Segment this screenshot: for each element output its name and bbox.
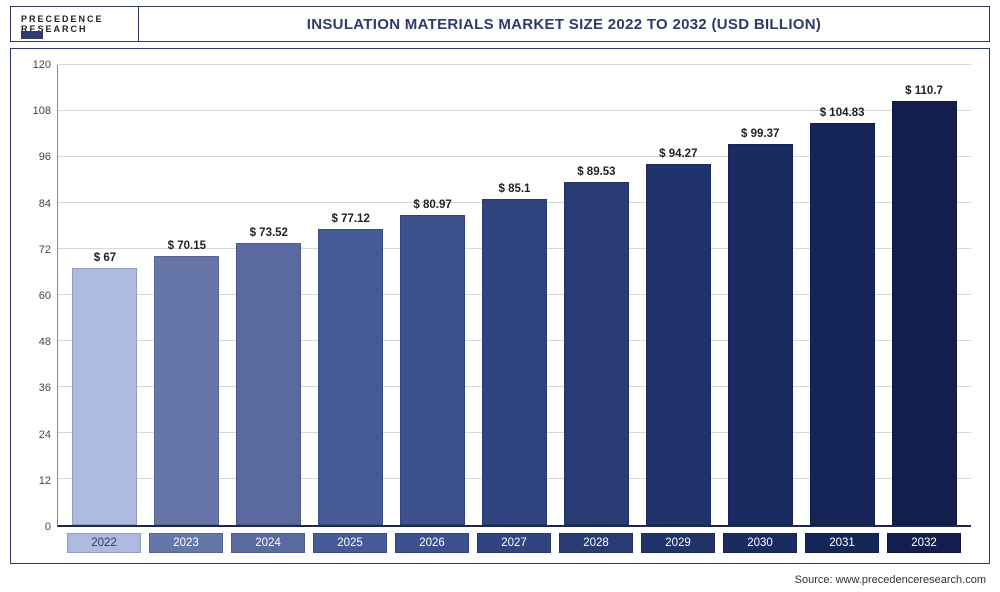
logo-line1: PRECEDENCE <box>21 14 138 24</box>
logo: PRECEDENCE RESEARCH <box>11 7 139 41</box>
bar-value-label: $ 77.12 <box>331 213 369 225</box>
x-tick: 2027 <box>477 533 551 553</box>
bar-column: $ 73.52 <box>228 65 310 525</box>
x-tick: 2023 <box>149 533 223 553</box>
x-tick: 2024 <box>231 533 305 553</box>
bar-value-label: $ 70.15 <box>168 240 206 252</box>
bar-column: $ 80.97 <box>392 65 474 525</box>
bar <box>646 164 711 525</box>
x-tick: 2031 <box>805 533 879 553</box>
bar-column: $ 89.53 <box>555 65 637 525</box>
x-tick: 2022 <box>67 533 141 553</box>
bar-column: $ 110.7 <box>883 65 965 525</box>
bar-value-label: $ 99.37 <box>741 128 779 140</box>
bar-value-label: $ 85.1 <box>498 183 530 195</box>
bar-column: $ 67 <box>64 65 146 525</box>
bar-column: $ 94.27 <box>637 65 719 525</box>
bar <box>72 268 137 525</box>
x-tick: 2028 <box>559 533 633 553</box>
chart-frame: 01224364860728496108120 $ 67 $ 70.15 $ 73.… <box>10 48 990 564</box>
plot-row: 01224364860728496108120 $ 67 $ 70.15 $ 73.… <box>23 65 971 527</box>
source-text: Source: www.precedenceresearch.com <box>795 574 986 586</box>
bar-column: $ 70.15 <box>146 65 228 525</box>
bar-value-label: $ 73.52 <box>250 227 288 239</box>
logo-line2: RESEARCH <box>21 24 138 34</box>
bar <box>236 243 301 525</box>
plot-area: $ 67 $ 70.15 $ 73.52 $ 77.12 $ 80.97 $ 85.1 $ … <box>57 65 971 527</box>
x-tick: 2025 <box>313 533 387 553</box>
bar <box>564 182 629 525</box>
x-tick: 2029 <box>641 533 715 553</box>
bar <box>154 256 219 525</box>
bar <box>318 229 383 525</box>
bar-value-label: $ 89.53 <box>577 166 615 178</box>
bar-value-label: $ 94.27 <box>659 148 697 160</box>
bar-value-label: $ 67 <box>94 252 116 264</box>
bar-column: $ 104.83 <box>801 65 883 525</box>
bar-column: $ 99.37 <box>719 65 801 525</box>
x-tick: 2032 <box>887 533 961 553</box>
bar <box>728 144 793 525</box>
chart-title: INSULATION MATERIALS MARKET SIZE 2022 TO… <box>139 16 989 33</box>
bar <box>482 199 547 525</box>
bars-container: $ 67 $ 70.15 $ 73.52 $ 77.12 $ 80.97 $ 85.1 $ … <box>58 65 971 525</box>
x-tick: 2026 <box>395 533 469 553</box>
bar-value-label: $ 80.97 <box>413 199 451 211</box>
bar <box>400 215 465 525</box>
bar-value-label: $ 104.83 <box>820 107 865 119</box>
y-axis: 01224364860728496108120 <box>23 65 57 527</box>
bar-column: $ 77.12 <box>310 65 392 525</box>
bar-column: $ 85.1 <box>474 65 556 525</box>
x-axis: 2022 2023 2024 2025 2026 2027 2028 2029 2030 2031… <box>57 533 971 553</box>
x-tick: 2030 <box>723 533 797 553</box>
header-bar: PRECEDENCE RESEARCH INSULATION MATERIALS… <box>10 6 990 42</box>
bar <box>892 101 957 525</box>
bar <box>810 123 875 525</box>
bar-value-label: $ 110.7 <box>905 85 943 97</box>
